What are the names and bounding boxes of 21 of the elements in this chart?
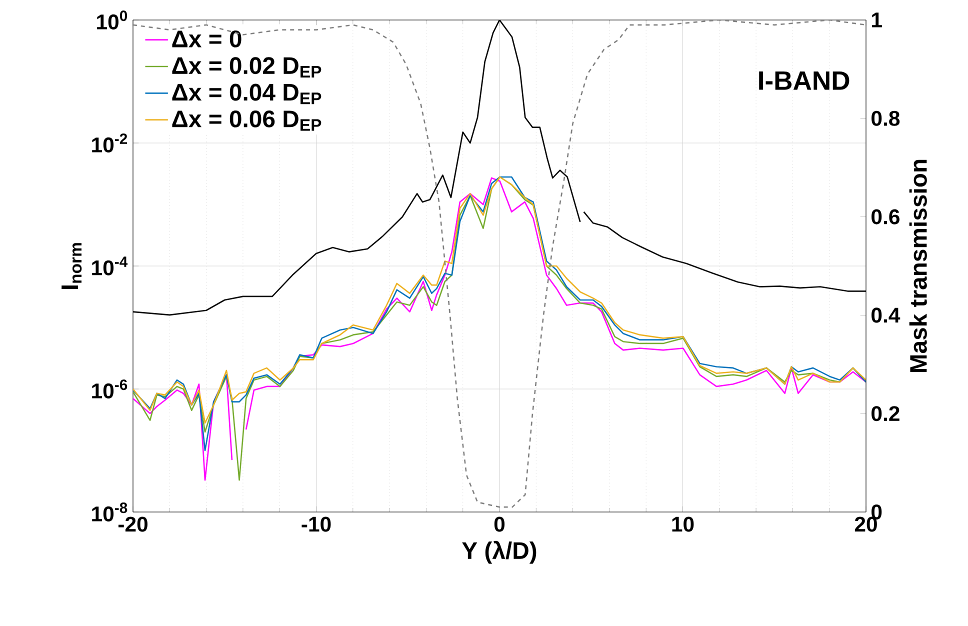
y-tick-label: 10$^{-6}$ (92, 380, 128, 398)
y2-tick-label: 1 (872, 12, 882, 28)
y-axis-title: I$_{norm}$ (62, 243, 82, 289)
y2-tick-label: 0.4 (872, 308, 900, 323)
x-tick-label: -20 (118, 516, 148, 532)
y2-tick-label: 0.2 (872, 406, 900, 422)
y2-axis-title: Mask transmission (909, 160, 927, 372)
y-tick-label: 10$^{-4}$ (92, 256, 128, 276)
legend-label: Δx = 0.02 D$_{EP}$ (172, 57, 322, 78)
y2-tick-label: 0.8 (872, 110, 900, 126)
y-tick-label: 10$^{0}$ (97, 10, 128, 30)
x-tick-label: 10 (672, 516, 694, 532)
x-axis-title: Y (λ/D) (462, 540, 536, 564)
x-tick-label: -10 (302, 516, 331, 532)
legend-label: Δx = 0 (172, 30, 242, 48)
legend-label: Δx = 0.06 D$_{EP}$ (172, 110, 322, 131)
x-tick-label: 0 (494, 516, 505, 532)
annotation: I-BAND (759, 71, 850, 90)
y-tick-label: 10$^{-2}$ (92, 134, 128, 152)
y2-tick-label: 0.6 (872, 209, 900, 224)
legend-label: Δx = 0.04 D$_{EP}$ (172, 84, 322, 104)
